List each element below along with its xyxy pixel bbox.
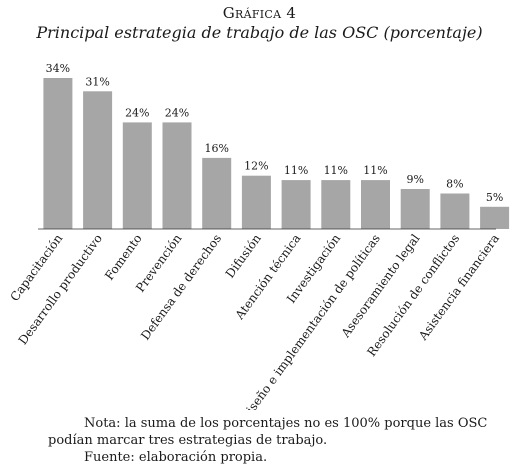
bar (241, 175, 271, 229)
note-line-1: Nota: la suma de los porcentajes no es 1… (84, 416, 488, 431)
bar (321, 180, 351, 229)
bar (43, 78, 73, 229)
value-label: 12% (244, 160, 268, 173)
value-label: 24% (165, 106, 189, 119)
value-label: 16% (204, 142, 228, 155)
bar (480, 206, 510, 229)
bar (400, 189, 430, 229)
category-label: Difusión (223, 231, 264, 280)
category-label: Asistencia financiera (415, 232, 502, 344)
category-label: Fomento (102, 232, 145, 283)
value-label: 8% (446, 178, 463, 191)
bar (281, 180, 311, 229)
bar (162, 122, 192, 229)
value-label: 24% (125, 106, 149, 119)
figure-label: Gráfica 4 (222, 4, 297, 22)
value-label: 11% (363, 164, 387, 177)
bar (83, 91, 113, 229)
category-label: Asesoramiento legal (338, 231, 423, 340)
bar (361, 180, 390, 229)
bar (440, 193, 470, 229)
value-label: 11% (324, 164, 348, 177)
value-label: 5% (486, 191, 503, 204)
source-note: Fuente: elaboración propia. (84, 450, 268, 465)
value-label: 11% (284, 164, 308, 177)
category-label: Defensa de derechos (138, 232, 224, 343)
bar (202, 157, 232, 229)
value-label: 31% (85, 75, 109, 88)
value-label: 34% (46, 62, 70, 75)
note-line-2: podían marcar tres estrategias de trabaj… (48, 433, 328, 448)
chart-title: Principal estrategia de trabajo de las O… (36, 23, 483, 42)
value-label: 9% (406, 173, 423, 186)
bar (122, 122, 152, 229)
